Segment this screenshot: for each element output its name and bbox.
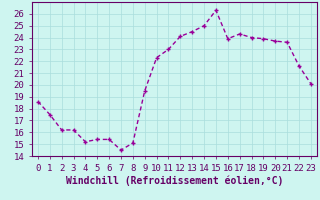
X-axis label: Windchill (Refroidissement éolien,°C): Windchill (Refroidissement éolien,°C): [66, 175, 283, 186]
